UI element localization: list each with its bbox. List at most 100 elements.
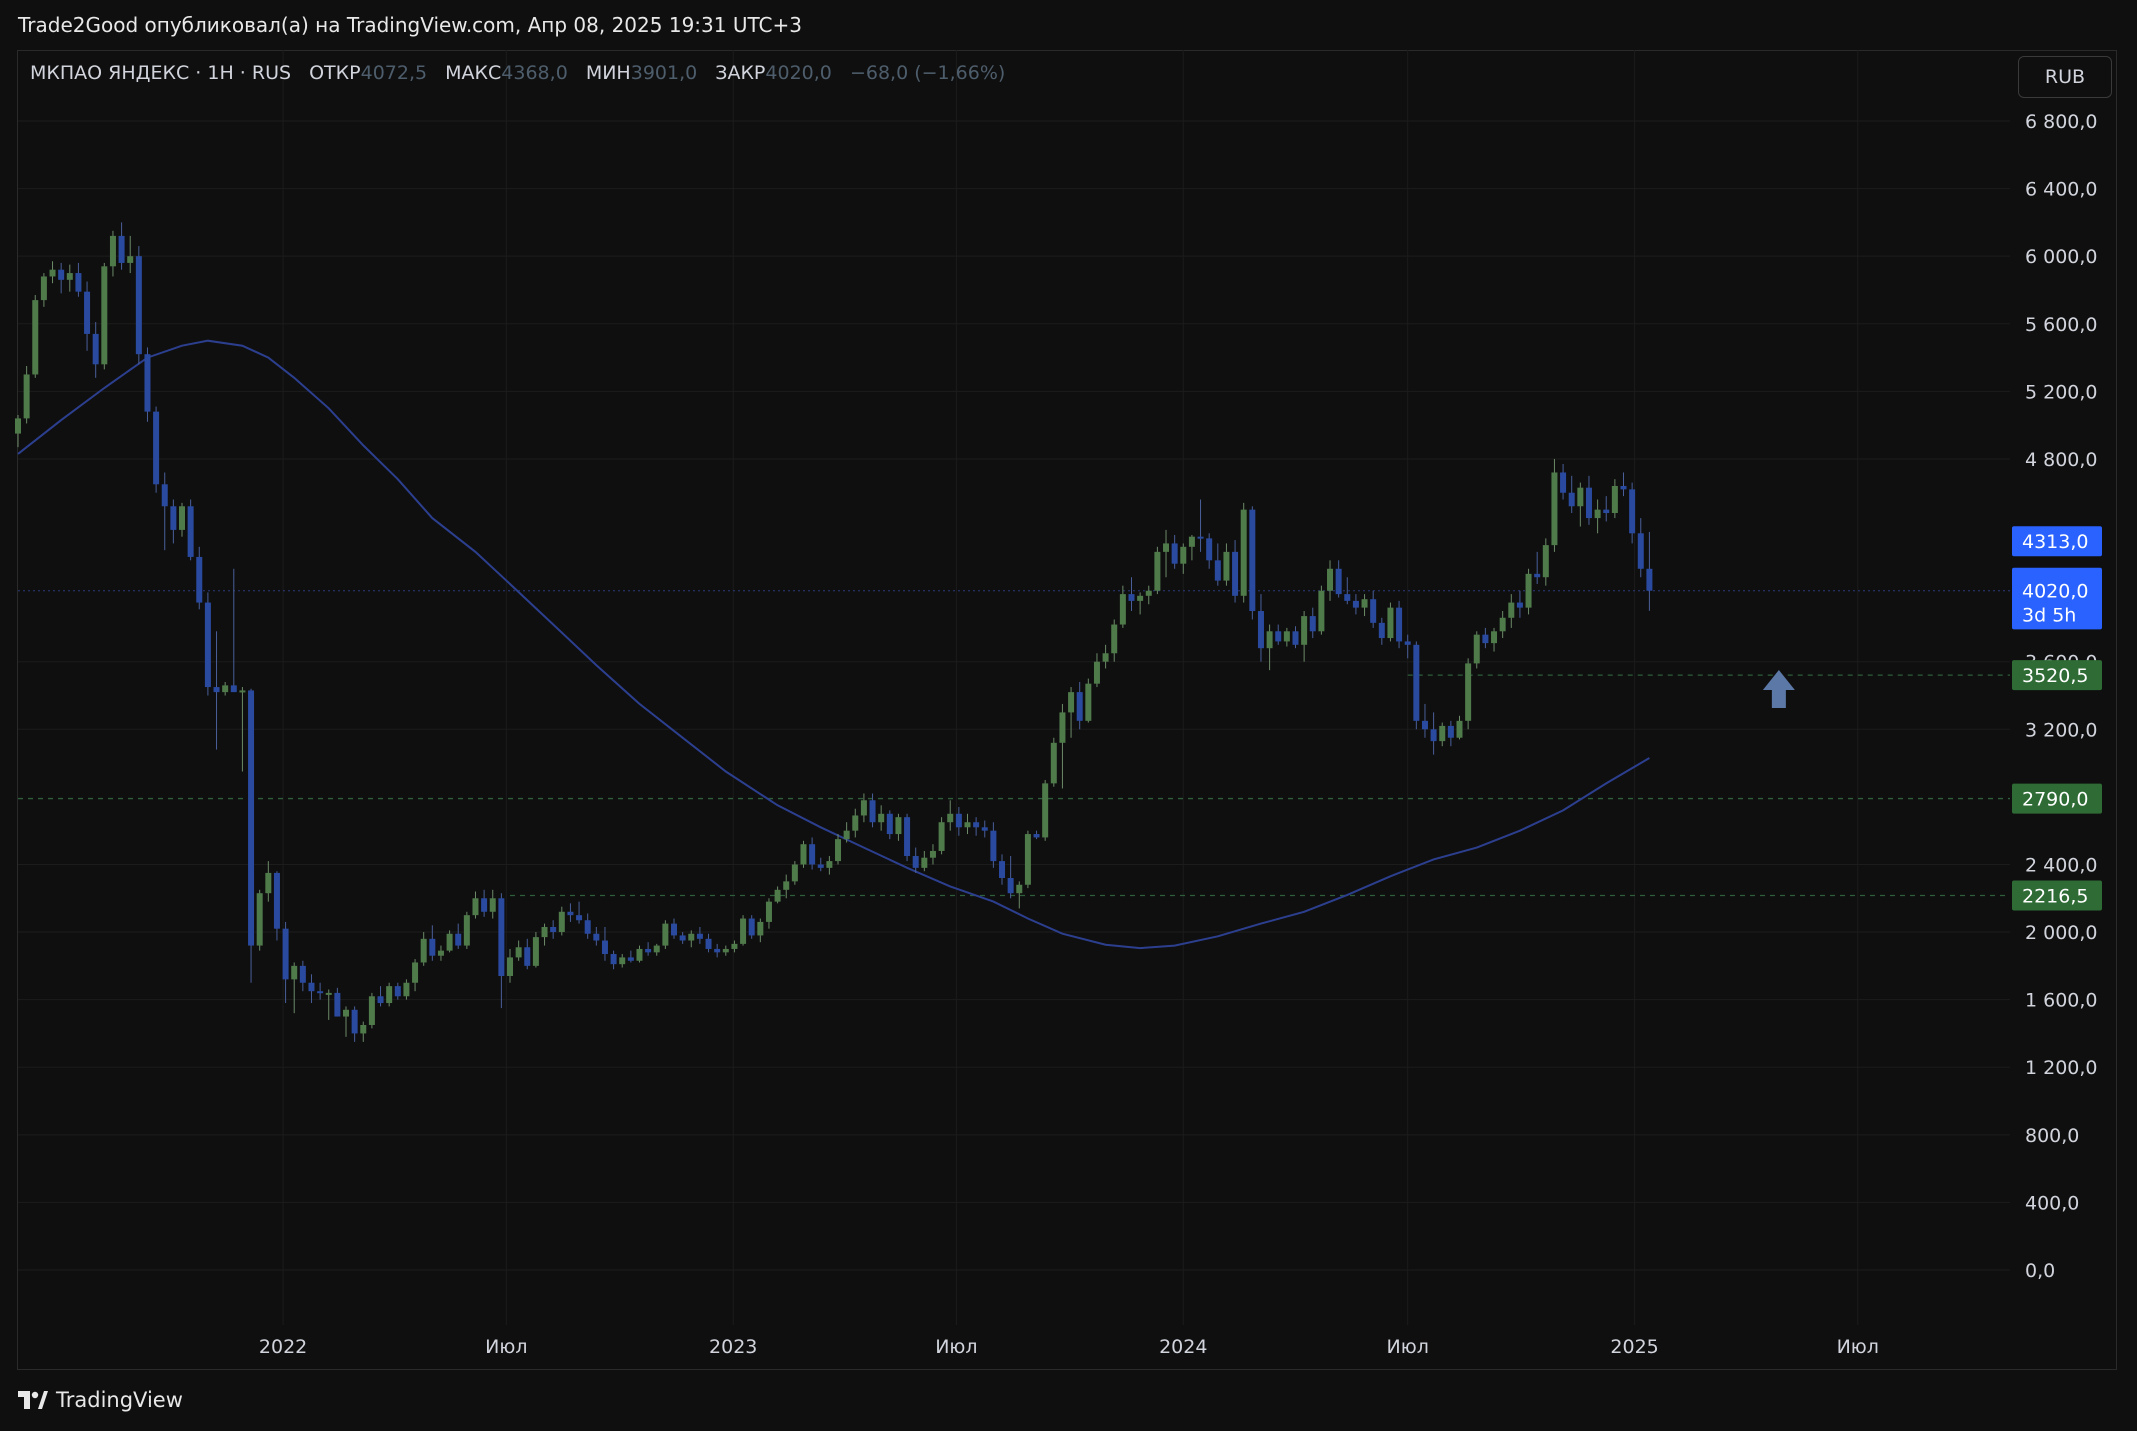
candle-body xyxy=(1301,616,1308,645)
candle-body xyxy=(1568,492,1575,507)
candle-body xyxy=(783,881,790,890)
legend-close-label: ЗАКР xyxy=(715,62,766,84)
candle-body xyxy=(161,484,168,507)
symbol-legend: МКПАО ЯНДЕКС · 1Н · RUS ОТКР4072,5 МАКС4… xyxy=(30,62,1005,84)
candle-body xyxy=(636,948,643,961)
candle-body xyxy=(1033,834,1040,838)
y-tick-label: 6 800,0 xyxy=(2025,111,2098,133)
up-arrow-annotation xyxy=(1762,669,1795,708)
candle-body xyxy=(489,898,496,912)
level-label-box xyxy=(2012,880,2102,911)
candle-body xyxy=(1016,884,1023,894)
candle-body xyxy=(1352,600,1359,608)
candle-body xyxy=(662,923,669,946)
candle-body xyxy=(360,1024,367,1034)
candle-body xyxy=(817,864,824,868)
candle-body xyxy=(1370,599,1377,623)
candle-body xyxy=(1396,607,1403,642)
candle-body xyxy=(1283,631,1290,642)
candle-body xyxy=(1128,594,1135,601)
candle-body xyxy=(437,950,444,956)
candle-body xyxy=(791,864,798,882)
candle-body xyxy=(835,839,842,862)
candle-body xyxy=(394,986,401,997)
y-tick-label: 0,0 xyxy=(2025,1260,2055,1282)
candle-body xyxy=(1318,590,1325,632)
price-label-text: 3520,5 xyxy=(2022,665,2088,687)
candle-body xyxy=(1491,631,1498,644)
candle-body xyxy=(541,926,548,938)
candle-body xyxy=(1551,472,1558,546)
candle-body xyxy=(446,933,453,951)
candle-body xyxy=(1637,533,1644,569)
candle-body xyxy=(1378,622,1385,639)
candle-body xyxy=(153,411,160,485)
y-tick-label: 5 200,0 xyxy=(2025,381,2098,403)
candle-body xyxy=(75,273,82,292)
candle-body xyxy=(748,918,755,936)
candle-body xyxy=(524,947,531,966)
y-tick-label: 400,0 xyxy=(2025,1192,2079,1214)
candle-body xyxy=(576,915,583,921)
tradingview-logo-icon xyxy=(18,1391,48,1409)
candle-body xyxy=(696,933,703,939)
y-tick-label: 6 400,0 xyxy=(2025,179,2098,201)
candle-body xyxy=(273,872,280,929)
candle-body xyxy=(671,923,678,936)
candle-body xyxy=(1042,783,1049,838)
candle-body xyxy=(981,827,988,831)
candle-body xyxy=(999,861,1006,878)
y-tick-label: 1 200,0 xyxy=(2025,1057,2098,1079)
candle-body xyxy=(722,948,729,953)
candle-body xyxy=(377,996,384,1004)
candle-body xyxy=(765,901,772,922)
candle-body xyxy=(947,813,954,823)
currency-button[interactable]: RUB xyxy=(2018,56,2112,98)
candle-body xyxy=(1223,551,1230,581)
candle-body xyxy=(1473,634,1480,664)
candle-body xyxy=(109,235,116,267)
candle-body xyxy=(343,1009,350,1017)
candle-body xyxy=(610,954,617,965)
tradingview-logo[interactable]: TradingView xyxy=(18,1388,183,1412)
candle-body xyxy=(860,800,867,816)
price-label-box xyxy=(2012,526,2102,557)
candle-body xyxy=(584,920,591,934)
candle-body xyxy=(679,935,686,941)
candle-body xyxy=(1232,551,1239,596)
candle-body xyxy=(40,276,47,301)
y-tick-label: 6 000,0 xyxy=(2025,246,2098,268)
x-tick-label: 2024 xyxy=(1159,1336,1207,1358)
candle-body xyxy=(170,506,177,530)
candle-body xyxy=(472,898,479,916)
candle-body xyxy=(196,556,203,603)
candle-body xyxy=(299,965,306,983)
candle-body xyxy=(886,813,893,835)
candle-body xyxy=(1197,536,1204,539)
candle-body xyxy=(1249,509,1256,612)
candle-body xyxy=(58,269,65,280)
candle-body xyxy=(92,333,99,365)
candle-body xyxy=(308,982,315,992)
candle-body xyxy=(32,300,39,375)
candle-body xyxy=(1050,742,1057,784)
candle-body xyxy=(558,911,565,933)
candle-body xyxy=(420,938,427,963)
candle-body xyxy=(714,948,721,953)
candle-body xyxy=(1076,692,1083,721)
price-label-text: 2216,5 xyxy=(2022,885,2088,907)
candle-body xyxy=(688,933,695,941)
candle-body xyxy=(1465,663,1472,721)
candle-body xyxy=(1214,560,1221,581)
candle-body xyxy=(1421,720,1428,730)
legend-close-value: 4020,0 xyxy=(765,62,832,84)
candle-body xyxy=(1335,568,1342,595)
candle-body xyxy=(101,266,108,365)
candle-body xyxy=(239,690,246,693)
y-tick-label: 800,0 xyxy=(2025,1125,2079,1147)
candle-body xyxy=(619,957,626,965)
x-tick-label: 2023 xyxy=(709,1336,757,1358)
candle-body xyxy=(1585,487,1592,519)
publish-header: Trade2Good опубликовал(а) на TradingView… xyxy=(0,0,2137,50)
